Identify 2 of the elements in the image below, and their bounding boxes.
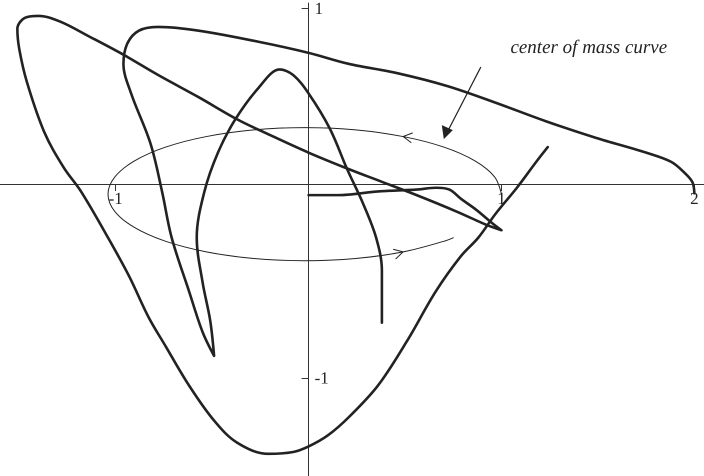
annotation: center of mass curve xyxy=(510,37,668,58)
x-tick-label: -1 xyxy=(108,189,123,208)
